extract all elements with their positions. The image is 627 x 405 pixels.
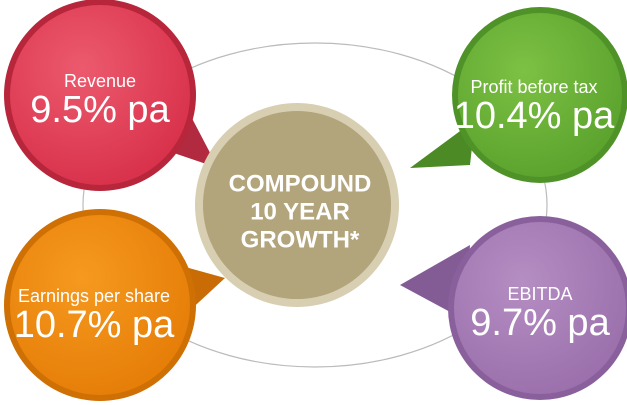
center: COMPOUND 10 YEAR GROWTH* <box>195 103 399 307</box>
node-circle <box>458 13 622 177</box>
node-label: Profit before tax <box>470 77 597 97</box>
node-label: Earnings per share <box>18 286 170 306</box>
node-value: 9.5% pa <box>30 89 170 131</box>
node-revenue: Revenue 9.5% pa <box>4 0 218 191</box>
center-line: COMPOUND <box>229 170 372 197</box>
node-value: 9.7% pa <box>470 302 610 344</box>
center-line: 10 YEAR <box>250 198 350 225</box>
node-label: EBITDA <box>507 284 572 304</box>
node-label: Revenue <box>64 71 136 91</box>
center-line: GROWTH* <box>241 226 360 253</box>
center-circle <box>203 111 391 299</box>
node-circle <box>10 5 190 185</box>
node-profit: Profit before tax 10.4% pa <box>410 7 627 183</box>
pointer <box>410 120 475 168</box>
node-circle <box>454 222 626 394</box>
node-eps: Earnings per share 10.7% pa <box>4 209 225 401</box>
orbit <box>82 42 548 368</box>
node-value: 10.7% pa <box>14 304 175 346</box>
node-ebitda: EBITDA 9.7% pa <box>400 216 627 400</box>
node-circle <box>10 215 190 395</box>
node-value: 10.4% pa <box>454 95 615 137</box>
